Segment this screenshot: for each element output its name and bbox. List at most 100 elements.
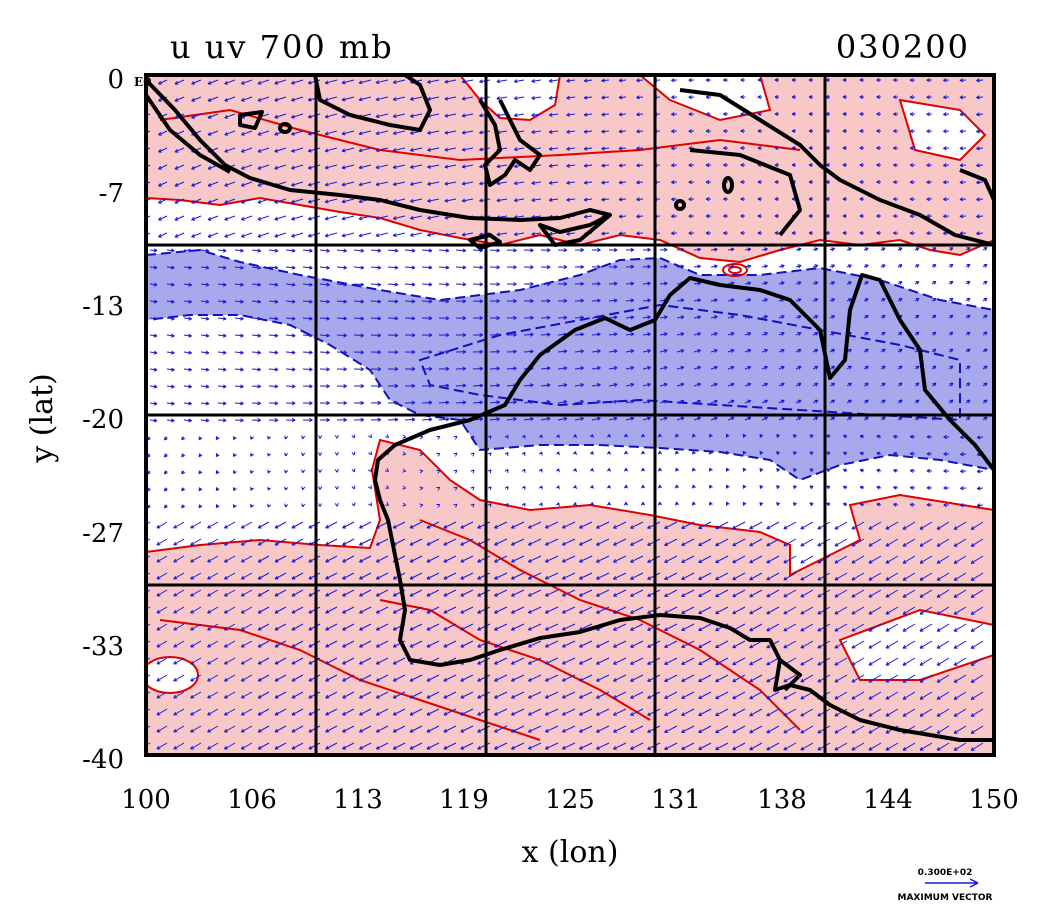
wind-vector bbox=[494, 606, 508, 614]
wind-vector bbox=[455, 282, 467, 287]
wind-vector bbox=[291, 674, 304, 682]
wind-vector bbox=[156, 657, 168, 665]
wind-vector bbox=[859, 485, 865, 490]
wind-vector bbox=[540, 383, 551, 388]
wind-vector bbox=[301, 435, 306, 440]
wind-vector bbox=[776, 434, 781, 439]
wind-vector bbox=[308, 640, 321, 648]
wind-vector bbox=[342, 640, 355, 648]
wind-vector bbox=[555, 434, 560, 439]
wind-vector bbox=[358, 623, 372, 631]
wind-vector bbox=[523, 265, 534, 270]
wind-vector bbox=[936, 538, 950, 547]
wind-vector bbox=[375, 589, 389, 597]
wind-vector bbox=[698, 742, 712, 750]
wind-vector bbox=[158, 130, 168, 136]
wind-vector bbox=[749, 657, 763, 666]
wind-vector bbox=[548, 180, 559, 185]
wind-vector bbox=[224, 113, 236, 119]
wind-vector bbox=[842, 77, 847, 83]
wind-vector bbox=[460, 674, 474, 682]
wind-vector bbox=[173, 623, 185, 631]
wind-vector bbox=[976, 129, 984, 134]
wind-vector bbox=[496, 198, 508, 203]
wind-vector bbox=[392, 742, 406, 750]
wind-vector bbox=[351, 468, 356, 473]
wind-vector bbox=[727, 399, 735, 404]
wind-vector bbox=[732, 725, 746, 734]
wind-vector bbox=[778, 365, 785, 370]
wind-vector bbox=[960, 469, 967, 474]
wind-vector bbox=[561, 674, 576, 682]
wind-vector bbox=[506, 315, 517, 320]
wind-vector bbox=[392, 96, 406, 101]
wind-vector bbox=[158, 147, 168, 153]
wind-vector bbox=[470, 469, 475, 474]
wind-vector bbox=[561, 606, 576, 614]
wind-vector bbox=[409, 147, 423, 152]
wind-vector bbox=[257, 708, 270, 716]
wind-vector bbox=[613, 640, 627, 648]
wind-vector bbox=[561, 572, 576, 580]
wind-vector bbox=[723, 231, 729, 236]
wind-vector bbox=[183, 282, 192, 287]
wind-vector bbox=[392, 113, 406, 118]
wind-vector bbox=[919, 521, 933, 530]
wind-vector bbox=[370, 367, 382, 372]
wind-vector bbox=[698, 606, 712, 614]
wind-vector bbox=[727, 247, 735, 252]
wind-vector bbox=[825, 77, 830, 83]
wind-vector bbox=[943, 180, 950, 185]
wind-vector bbox=[613, 674, 627, 682]
wind-vector bbox=[375, 96, 389, 102]
wind-vector bbox=[353, 299, 365, 304]
y-tick-labels: 0 -7 -13 -20 -27 -33 -40 bbox=[82, 65, 124, 775]
wind-vector bbox=[982, 247, 988, 251]
wind-vector bbox=[405, 366, 416, 372]
wind-vector bbox=[351, 451, 356, 456]
wind-vector bbox=[914, 314, 920, 319]
wind-vector bbox=[409, 198, 423, 203]
wind-vector bbox=[477, 742, 491, 750]
wind-vector bbox=[523, 383, 534, 388]
wind-vector bbox=[808, 77, 813, 83]
wind-vector bbox=[792, 451, 797, 456]
wind-vector bbox=[800, 555, 814, 564]
wind-vector bbox=[732, 657, 746, 666]
wind-vector bbox=[375, 623, 389, 631]
wind-vector bbox=[759, 467, 764, 472]
wind-vector bbox=[506, 282, 517, 287]
wind-vector bbox=[267, 435, 272, 440]
wind-vector bbox=[301, 503, 306, 508]
wind-vector bbox=[409, 538, 423, 546]
wind-vector bbox=[893, 197, 899, 202]
wind-vector bbox=[494, 725, 508, 733]
x-tick-label: 144 bbox=[863, 785, 913, 815]
wind-vector bbox=[681, 725, 695, 733]
wind-vector bbox=[596, 555, 610, 563]
wind-vector bbox=[409, 725, 423, 733]
wind-vector bbox=[477, 589, 491, 597]
wind-vector bbox=[630, 521, 644, 529]
wind-vector bbox=[693, 382, 702, 387]
wind-vector bbox=[863, 298, 869, 302]
wind-vector bbox=[274, 725, 287, 733]
wind-vector bbox=[800, 606, 814, 615]
wind-vector bbox=[625, 349, 635, 354]
wind-vector bbox=[742, 467, 747, 472]
wind-vector bbox=[863, 247, 869, 252]
wind-vector bbox=[234, 316, 244, 321]
wind-vector bbox=[146, 147, 151, 151]
wind-vector bbox=[385, 502, 390, 506]
wind-vector bbox=[897, 247, 903, 252]
wind-vector bbox=[438, 383, 450, 388]
wind-vector bbox=[274, 742, 287, 750]
wind-vector bbox=[625, 399, 635, 404]
wind-vector bbox=[766, 623, 780, 632]
wind-vector bbox=[538, 434, 543, 439]
wind-vector bbox=[931, 348, 937, 353]
wind-vector bbox=[198, 504, 203, 509]
wind-vector bbox=[268, 333, 279, 338]
wind-vector bbox=[544, 538, 559, 546]
wind-vector bbox=[566, 231, 576, 236]
